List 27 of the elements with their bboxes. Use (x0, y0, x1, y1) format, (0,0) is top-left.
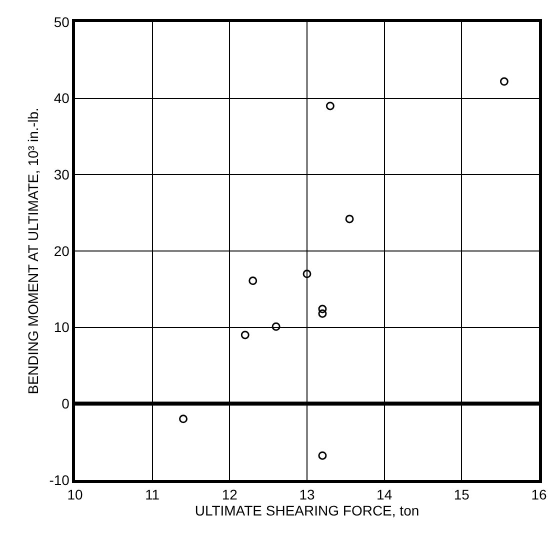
y-tick-label: 10 (54, 319, 70, 336)
x-tick-label: 12 (222, 486, 238, 503)
y-tick-label: 40 (54, 90, 70, 106)
x-tick-label: 13 (299, 486, 315, 503)
x-tick-label: 10 (67, 486, 83, 503)
point (248, 276, 258, 286)
point (240, 330, 250, 340)
x-tick-label: 14 (376, 486, 392, 503)
point (318, 309, 327, 318)
point (302, 270, 312, 278)
point (326, 102, 334, 110)
point (179, 414, 188, 424)
y-tick-label: 30 (54, 166, 70, 183)
point (272, 322, 280, 331)
y-tick-label: 0 (62, 396, 70, 412)
x-tick-label: 11 (145, 486, 160, 503)
x-tick-label: 15 (454, 486, 470, 503)
y-tick-label: 50 (54, 14, 70, 30)
x-axis-title: ULTIMATE SHEARING FORCE, ton (194, 502, 420, 519)
y-tick-label: -10 (49, 472, 70, 488)
point (500, 77, 508, 86)
x-tick-label: 16 (531, 486, 547, 503)
point (345, 214, 354, 224)
y-axis-title: BENDING MOMENT AT ULTIMATE, 10³ in.-lb. (24, 108, 41, 394)
point (318, 451, 327, 460)
point (318, 304, 327, 314)
y-tick-label: 20 (54, 242, 70, 259)
